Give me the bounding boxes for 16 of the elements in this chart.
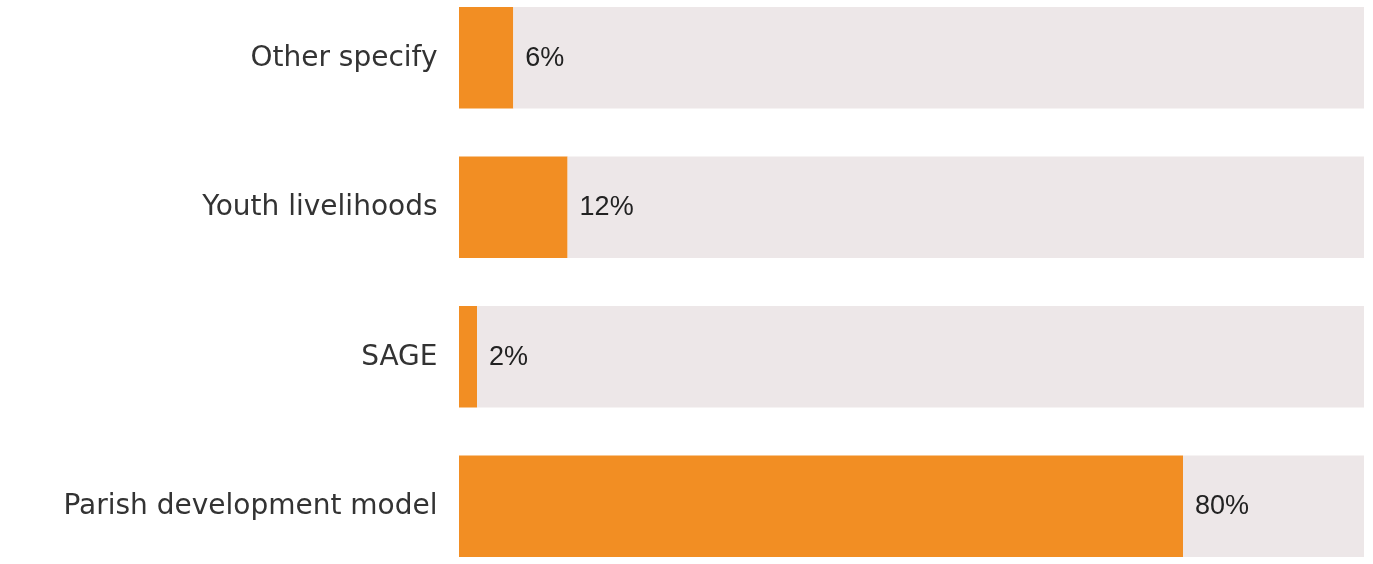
y-tick-label: SAGE	[361, 338, 438, 372]
data-label: 80%	[1195, 490, 1250, 521]
bar	[459, 455, 1183, 558]
bar	[567, 156, 1364, 259]
bar	[513, 6, 1364, 109]
bar	[477, 305, 1364, 408]
bar	[459, 305, 478, 408]
bar	[459, 156, 568, 259]
y-tick-label: Youth livelihoods	[201, 189, 438, 223]
bar	[1183, 455, 1364, 558]
data-label: 6%	[525, 41, 565, 72]
data-label: 2%	[489, 340, 529, 371]
y-tick-label: Other specify	[250, 39, 438, 73]
bar	[459, 6, 514, 109]
data-label: 12%	[579, 191, 634, 222]
y-tick-label: Parish development model	[63, 488, 438, 522]
